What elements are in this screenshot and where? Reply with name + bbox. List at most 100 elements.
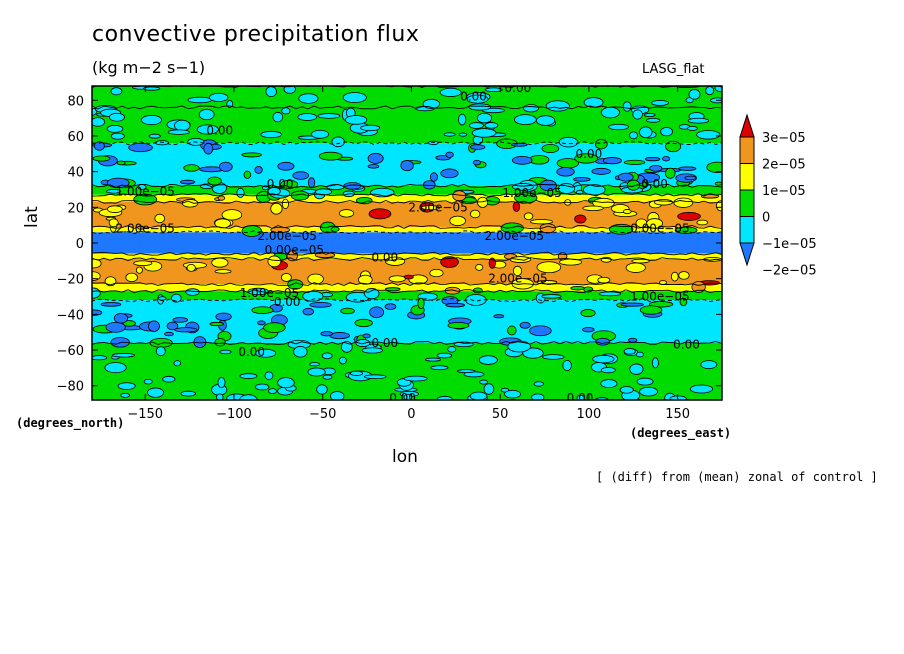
contour-label: 0.00 <box>238 345 265 359</box>
contour-patch <box>265 86 277 98</box>
contour-patch <box>643 113 656 117</box>
contour-patch <box>511 155 533 165</box>
contour-patch <box>536 115 556 126</box>
contour-patch <box>512 183 534 191</box>
contour-labels: 0.000.000.000.000.000.001.00e−05 1.00e−05… <box>116 86 700 405</box>
contour-line <box>92 230 722 235</box>
contour-label: 1.00e−05 <box>240 286 299 300</box>
contour-line <box>92 289 722 294</box>
contour-line <box>92 257 722 261</box>
contour-patch <box>523 104 539 113</box>
contour-patch <box>445 302 465 308</box>
contour-patch <box>592 354 615 364</box>
contour-patch <box>504 389 521 399</box>
contour-patch <box>484 122 499 129</box>
contour-patch <box>651 357 659 369</box>
contour-patch <box>364 288 380 300</box>
contour-patch <box>92 287 101 299</box>
contour-patch <box>100 302 122 307</box>
contour-patch <box>292 171 310 180</box>
contour-patch <box>384 303 397 310</box>
contour-patch <box>512 265 523 277</box>
contour-patch <box>180 390 196 397</box>
contour-patch <box>556 167 575 177</box>
contour-patch <box>270 226 291 233</box>
contour-label: 2.00e−05 <box>408 200 467 214</box>
contour-patch <box>429 268 444 278</box>
contour-patch <box>344 115 368 125</box>
contour-patch <box>684 175 697 181</box>
contour-patch <box>110 87 123 96</box>
contour-patch <box>519 321 531 329</box>
contour-patch <box>133 260 153 267</box>
contour-patch <box>425 357 441 362</box>
contour-patch <box>155 346 166 357</box>
contour-patch <box>281 107 291 115</box>
colorbar-label: −2e−05 <box>762 264 817 279</box>
x-tick-label: 150 <box>665 407 690 422</box>
contour-patch <box>113 313 129 324</box>
contour-patch <box>302 290 324 302</box>
contour-patch <box>251 306 274 315</box>
contour-patch <box>179 179 196 185</box>
contour-patch <box>511 142 528 147</box>
contour-patch <box>143 378 153 385</box>
contour-patch <box>154 213 166 224</box>
contour-patch <box>529 325 552 337</box>
contour-patch <box>143 86 161 91</box>
contour-patch <box>715 200 722 212</box>
contour-patch <box>307 367 326 377</box>
contour-patch <box>318 151 343 161</box>
contour-patch <box>148 133 161 139</box>
contour-patch <box>468 103 492 111</box>
contour-patch <box>135 266 143 274</box>
contour-patch <box>689 384 713 394</box>
contour-patch <box>471 128 497 138</box>
contour-patch <box>696 130 721 140</box>
x-tick-label: 0 <box>407 407 415 422</box>
colorbar-segment <box>739 163 755 191</box>
contour-label: 0.00e−05 <box>265 243 324 257</box>
contour-patch <box>696 219 709 226</box>
chart-title: convective precipitation flux <box>92 22 420 47</box>
x-tick-label: −100 <box>216 407 252 422</box>
contour-patch <box>112 353 136 358</box>
contour-patch <box>488 257 496 269</box>
contour-patch <box>542 354 565 360</box>
contour-patch <box>298 93 319 104</box>
contour-patch <box>598 291 622 297</box>
contour-patch <box>440 168 459 179</box>
contour-patch <box>241 152 262 158</box>
contour-patch <box>417 292 438 301</box>
colorbar-label: 2e−05 <box>762 158 806 173</box>
contour-patch <box>217 195 226 201</box>
contour-patch <box>602 157 622 165</box>
contour-patch <box>214 338 226 347</box>
contour-patch <box>209 321 225 327</box>
contour-patch <box>363 374 387 380</box>
contour-patch <box>636 377 654 386</box>
contour-patch <box>203 142 214 155</box>
contour-label: 1.00e−05 <box>502 186 561 200</box>
contour-patch <box>216 393 224 400</box>
contour-patch <box>362 333 371 339</box>
contour-patch <box>705 86 715 96</box>
contour-label: 0.00 <box>641 177 668 191</box>
contour-label: 0.00 <box>567 391 594 405</box>
contour-patch <box>582 327 595 333</box>
contour-patch <box>267 187 281 196</box>
filled-contours <box>92 86 722 400</box>
contour-patch <box>174 327 198 333</box>
contour-patch <box>162 375 176 383</box>
contour-patch <box>243 170 252 179</box>
contour-patch <box>105 321 126 333</box>
contour-patch <box>445 151 454 158</box>
contour-patch <box>576 394 585 400</box>
contour-patch <box>272 111 284 123</box>
contour-patch <box>477 196 489 208</box>
contour-patch <box>198 108 215 121</box>
contour-patch <box>522 347 544 359</box>
contour-patch <box>209 92 229 103</box>
y-tick-label: 80 <box>67 94 84 109</box>
contour-patch <box>541 294 562 299</box>
